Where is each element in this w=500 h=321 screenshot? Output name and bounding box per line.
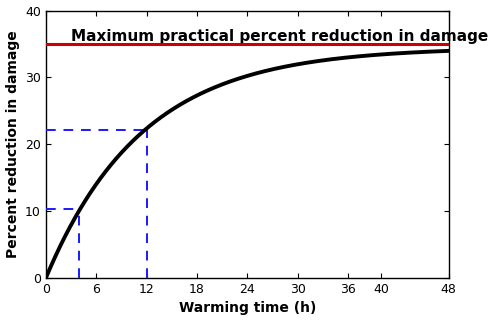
Text: Maximum practical percent reduction in damage: Maximum practical percent reduction in d… [71,29,488,44]
Y-axis label: Percent reduction in damage: Percent reduction in damage [6,30,20,258]
X-axis label: Warming time (h): Warming time (h) [178,301,316,316]
